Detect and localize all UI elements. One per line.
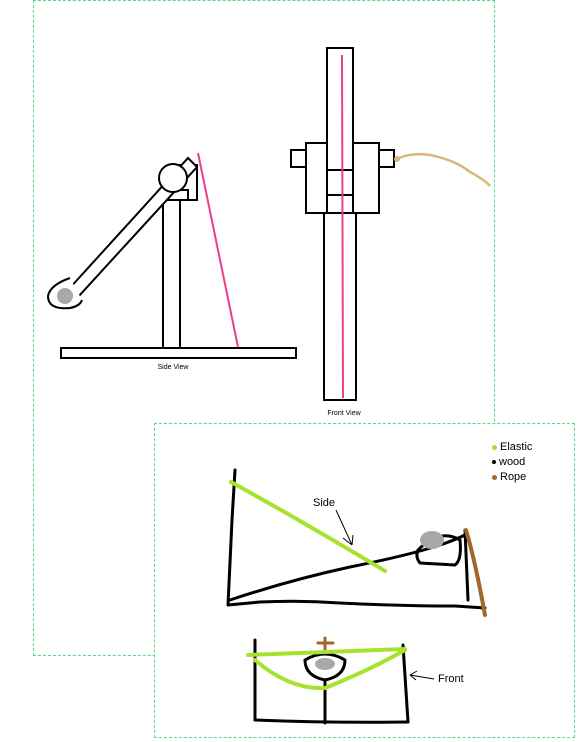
hand-elastic-front — [246, 647, 407, 691]
hand-front-ball — [315, 658, 335, 670]
side-label: Side — [313, 497, 336, 509]
hand-side-sketch — [226, 468, 487, 610]
side-view-caption: Side View — [157, 364, 189, 371]
side-view — [46, 156, 297, 359]
bottom-sketch-panel — [154, 423, 575, 738]
front-left-knob — [290, 149, 307, 168]
legend-elastic-label: Elastic — [500, 441, 533, 453]
side-base — [60, 347, 297, 359]
front-arm — [326, 47, 354, 196]
front-lower-post — [323, 209, 357, 401]
legend-rope: Rope — [492, 471, 526, 483]
side-pivot — [158, 163, 188, 193]
front-label: Front — [438, 673, 464, 685]
front-view-caption: Front View — [327, 410, 361, 417]
front-rope — [394, 152, 491, 187]
legend-rope-label: Rope — [500, 471, 527, 483]
side-ball — [57, 288, 73, 304]
hand-ball — [420, 531, 444, 549]
side-post — [162, 199, 181, 349]
legend-elastic-dot — [492, 444, 497, 450]
hand-front-knob — [316, 636, 335, 652]
hand-rope-side — [464, 528, 487, 617]
legend-wood: wood — [492, 456, 525, 468]
front-rope-knot — [394, 156, 400, 162]
side-elastic-line — [197, 152, 239, 348]
front-right-knob — [378, 149, 395, 168]
front-elastic-line — [341, 54, 344, 399]
hand-elastic-side — [229, 480, 387, 573]
legend-elastic: Elastic — [492, 441, 532, 453]
legend-rope-dot — [492, 474, 497, 480]
legend-wood-label: wood — [499, 456, 526, 468]
side-label-arrow — [335, 509, 354, 546]
front-label-arrow — [409, 670, 435, 681]
legend-wood-dot — [492, 460, 496, 464]
